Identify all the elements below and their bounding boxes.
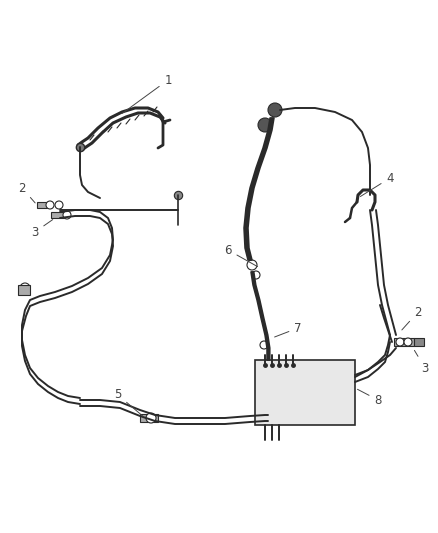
- Text: 5: 5: [114, 389, 143, 416]
- Circle shape: [146, 413, 156, 423]
- Text: 1: 1: [122, 74, 172, 114]
- Circle shape: [63, 211, 71, 219]
- Circle shape: [268, 103, 282, 117]
- Bar: [414, 338, 424, 346]
- Text: 6: 6: [224, 244, 258, 266]
- Bar: [51, 212, 65, 218]
- Circle shape: [252, 271, 260, 279]
- Bar: [394, 338, 414, 346]
- Text: 4: 4: [360, 172, 394, 197]
- Circle shape: [396, 338, 404, 346]
- Bar: [255, 360, 355, 425]
- Text: 8: 8: [357, 389, 381, 407]
- Circle shape: [258, 118, 272, 132]
- Circle shape: [20, 283, 30, 293]
- Circle shape: [404, 338, 412, 346]
- Circle shape: [55, 201, 63, 209]
- Bar: [140, 414, 158, 422]
- Text: 2: 2: [18, 182, 35, 203]
- Circle shape: [46, 201, 54, 209]
- Text: 3: 3: [31, 220, 53, 238]
- Text: 3: 3: [414, 350, 429, 375]
- Circle shape: [247, 260, 257, 270]
- Text: 7: 7: [275, 321, 302, 337]
- Bar: [18, 285, 30, 295]
- Bar: [37, 202, 47, 208]
- Circle shape: [260, 341, 268, 349]
- Text: 2: 2: [402, 305, 422, 330]
